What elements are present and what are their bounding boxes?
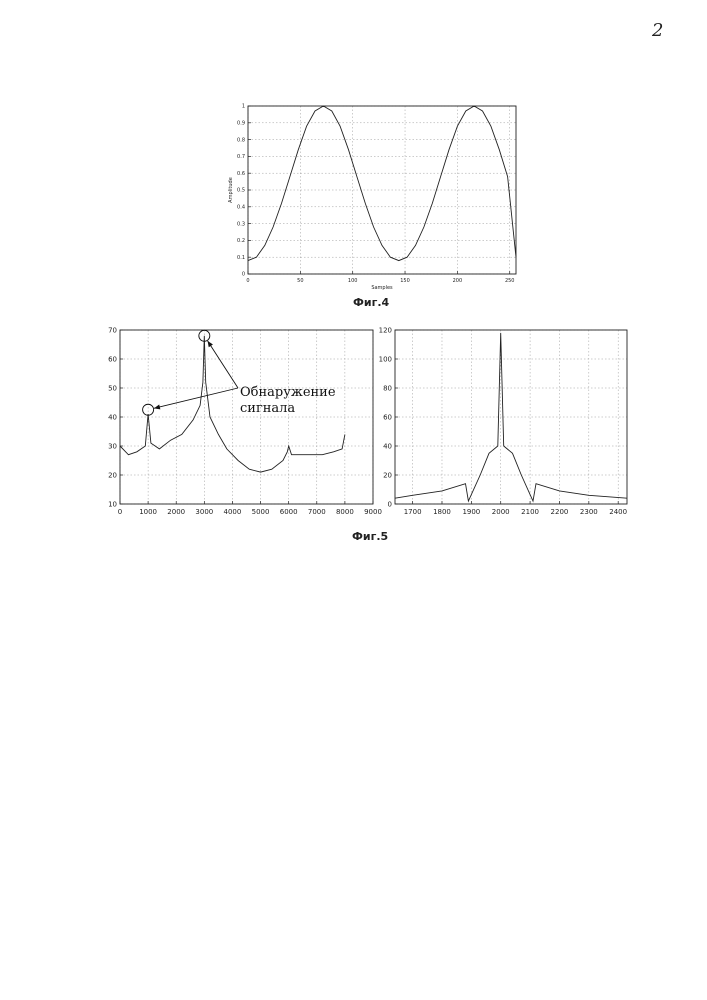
x-tick-label: 8000	[336, 508, 354, 516]
y-tick-label: 0	[242, 272, 245, 278]
x-tick-label: 250	[505, 278, 515, 284]
x-tick-label: 2000	[167, 508, 185, 516]
x-tick-label: 0	[118, 508, 122, 516]
x-tick-label: 100	[348, 278, 358, 284]
x-tick-label: 5000	[252, 508, 270, 516]
y-tick-label: 30	[108, 442, 117, 450]
annotation-arrow-line	[154, 388, 238, 408]
y-tick-label: 0.9	[237, 120, 245, 126]
y-tick-label: 0.5	[237, 188, 245, 194]
y-tick-label: 60	[383, 413, 392, 421]
x-tick-label: 1900	[462, 508, 480, 516]
x-tick-label: 4000	[224, 508, 242, 516]
x-tick-label: 2200	[551, 508, 569, 516]
figure-4-caption: Фиг.4	[353, 296, 389, 309]
y-tick-label: 0	[388, 500, 392, 508]
y-tick-label: 0.4	[237, 204, 245, 210]
y-tick-label: 80	[383, 384, 392, 392]
detection-circle	[143, 404, 154, 415]
y-tick-label: 0.7	[237, 154, 245, 160]
y-tick-label: 1	[242, 104, 245, 110]
y-tick-label: 50	[108, 384, 117, 392]
figure-5-left-chart: 0100020003000400050006000700080009000102…	[100, 320, 390, 525]
x-tick-label: 2400	[609, 508, 627, 516]
x-tick-label: 1000	[139, 508, 157, 516]
annotation-text-line1: Обнаружение	[240, 385, 336, 400]
x-tick-label: 2000	[492, 508, 510, 516]
annotation-arrowhead	[208, 341, 213, 347]
page-number: 2	[652, 20, 663, 41]
y-tick-label: 70	[108, 326, 117, 334]
y-tick-label: 0.1	[237, 255, 245, 261]
y-axis-label: Amplitude	[228, 177, 234, 203]
x-tick-label: 50	[297, 278, 303, 284]
figure-4-chart: 0 50 100 150 200 250 0 0.1 0.2 0.3 0.4 0.5 0.6 0.7 0.8…	[230, 96, 530, 301]
x-tick-label: 2300	[580, 508, 598, 516]
x-tick-label: 200	[453, 278, 463, 284]
annotation-arrowhead	[154, 404, 160, 409]
y-tick-label: 120	[379, 326, 392, 334]
y-tick-label: 0.6	[237, 171, 245, 177]
y-tick-label: 40	[383, 442, 392, 450]
x-tick-label: 6000	[280, 508, 298, 516]
annotation-text-line2: сигнала	[240, 401, 295, 416]
y-tick-label: 0.3	[237, 221, 245, 227]
x-axis-label: Samples	[371, 285, 393, 291]
y-tick-label: 0.8	[237, 137, 245, 143]
figure-5-caption: Фиг.5	[352, 530, 388, 543]
annotation-arrow-line	[208, 341, 238, 388]
y-tick-label: 100	[379, 355, 392, 363]
x-tick-label: 1700	[404, 508, 422, 516]
figure-5-right-chart: 1700 1800 1900 2000 2100 2200 2300 2400 0 20 40 60 8…	[375, 320, 645, 525]
y-tick-label: 60	[108, 355, 117, 363]
series-line	[248, 106, 516, 261]
x-tick-label: 150	[400, 278, 410, 284]
y-tick-label: 20	[383, 471, 392, 479]
x-tick-label: 1800	[433, 508, 451, 516]
y-tick-label: 40	[108, 413, 117, 421]
y-tick-label: 20	[108, 471, 117, 479]
x-tick-label: 0	[246, 278, 249, 284]
x-tick-label: 3000	[195, 508, 213, 516]
y-tick-label: 0.2	[237, 238, 245, 244]
x-tick-label: 7000	[308, 508, 326, 516]
y-tick-label: 10	[108, 500, 117, 508]
x-tick-label: 2100	[521, 508, 539, 516]
